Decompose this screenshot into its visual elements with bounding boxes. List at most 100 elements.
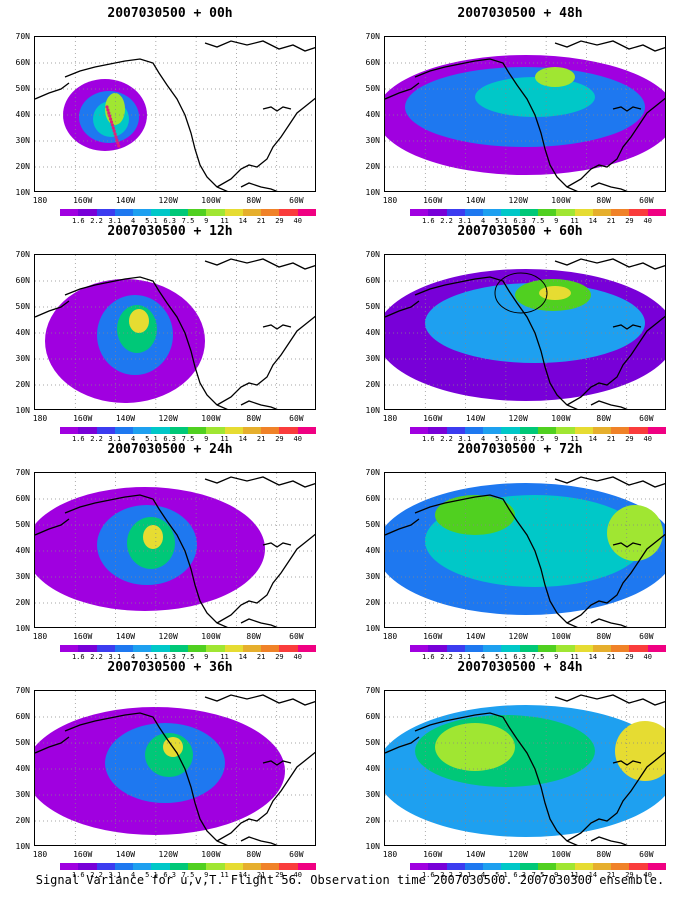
coastline — [566, 315, 665, 406]
lat-label: 50N — [15, 520, 30, 529]
observation-point — [105, 105, 109, 109]
colorbar-swatch — [537, 863, 557, 870]
lon-label: 160W — [73, 196, 93, 205]
colorbar-label: 2.2 — [440, 871, 453, 879]
colorbar-swatch — [169, 427, 188, 434]
colorbar-swatch — [242, 427, 262, 434]
lat-label: 30N — [365, 136, 380, 145]
colorbar-swatch — [464, 863, 484, 870]
lat-label: 30N — [365, 354, 380, 363]
colorbar-swatch — [78, 209, 97, 216]
colorbar-label: 11 — [570, 871, 579, 879]
colorbar-label: 1.6 — [421, 435, 435, 443]
lon-label: 180 — [382, 632, 398, 641]
colorbar-swatch — [556, 209, 575, 216]
colorbar-label: 40 — [293, 871, 302, 879]
lat-label: 60N — [15, 276, 30, 285]
colorbar-label: 2.2 — [90, 653, 103, 661]
lon-label: 160W — [423, 196, 443, 205]
colorbar-swatch — [78, 427, 97, 434]
lon-label: 180 — [382, 850, 398, 859]
lon-label: 100W — [551, 414, 571, 423]
colorbar-label: 9 — [204, 435, 209, 443]
colorbar-label: 7.5 — [181, 435, 195, 443]
colorbar-label: 14 — [238, 653, 248, 661]
colorbar-swatch — [611, 209, 630, 216]
panel-title: 2007030500 + 48h — [457, 6, 583, 21]
colorbar-label: 6.3 — [513, 653, 527, 661]
observation-point — [109, 117, 113, 121]
coastline — [204, 476, 315, 488]
colorbar-label: 5.1 — [495, 435, 508, 443]
observation-point — [110, 123, 114, 127]
colorbar-label: 14 — [588, 217, 598, 225]
colorbar-swatch — [242, 209, 262, 216]
lat-label: 10N — [15, 188, 30, 197]
coastline — [590, 400, 628, 409]
colorbar-label: 5.1 — [145, 435, 158, 443]
observation-point — [112, 129, 116, 133]
coastline — [35, 736, 70, 754]
colorbar-swatch — [60, 209, 79, 216]
lon-label: 160W — [73, 850, 93, 859]
coastline — [612, 542, 642, 548]
colorbar-label: 40 — [643, 435, 652, 443]
lon-label: 100W — [201, 196, 221, 205]
colorbar-label: 11 — [220, 217, 229, 225]
figure-caption: Signal Variance for u,v,T. Flight 56. Ob… — [35, 873, 665, 887]
lat-label: 10N — [365, 188, 380, 197]
map-panel-p36: 2007030500 + 36h 70N 60N 50N 40N 30N 20N 10N 180… — [0, 660, 340, 879]
lat-label: 40N — [365, 328, 380, 337]
coastline — [64, 494, 228, 627]
colorbar-swatch — [279, 863, 298, 870]
colorbar-label: 2.2 — [440, 217, 453, 225]
coastline — [35, 300, 70, 318]
lat-label: 40N — [15, 546, 30, 555]
map-frame — [384, 254, 666, 410]
observation-point — [111, 126, 115, 130]
colorbar-swatch — [60, 863, 79, 870]
colorbar-label: 7.5 — [531, 653, 545, 661]
highlight-circle — [494, 272, 548, 314]
colorbar-swatch — [114, 427, 134, 434]
colorbar-label: 11 — [570, 653, 579, 661]
lon-label: 80W — [596, 414, 611, 423]
colorbar-swatch — [187, 863, 207, 870]
colorbar-swatch — [133, 427, 152, 434]
colorbar-swatch — [169, 863, 188, 870]
colorbar-label: 29 — [275, 653, 284, 661]
colorbar-swatch — [133, 645, 152, 652]
lon-label: 120W — [158, 414, 178, 423]
colorbar-label: 7.5 — [531, 871, 545, 879]
lon-label: 140W — [465, 632, 486, 641]
colorbar-swatch — [206, 427, 225, 434]
colorbar-label: 6.3 — [513, 217, 527, 225]
colorbar-swatch — [151, 863, 170, 870]
lat-label: 50N — [365, 520, 380, 529]
lat-label: 50N — [15, 84, 30, 93]
colorbar-label: 6.3 — [163, 217, 177, 225]
coastline — [35, 518, 70, 536]
colorbar-swatch — [224, 863, 243, 870]
colorbar-swatch — [574, 427, 593, 434]
coastline — [612, 324, 642, 330]
lat-label: 60N — [15, 712, 30, 721]
lon-label: 80W — [246, 196, 261, 205]
colorbar-swatch — [556, 645, 575, 652]
coastline — [204, 694, 315, 706]
colorbar-swatch — [446, 863, 465, 870]
lon-label: 60W — [289, 850, 304, 859]
colorbar-swatch — [279, 209, 298, 216]
lon-label: 160W — [73, 632, 93, 641]
colorbar-label: 2.2 — [90, 217, 103, 225]
lat-label: 40N — [365, 764, 380, 773]
lon-label: 140W — [465, 850, 486, 859]
colorbar-label: 4 — [131, 653, 136, 661]
colorbar-swatch — [96, 427, 115, 434]
coastline — [240, 400, 278, 409]
colorbar-label: 29 — [275, 435, 284, 443]
colorbar — [410, 863, 666, 870]
colorbar-swatch — [114, 863, 134, 870]
colorbar-swatch — [519, 427, 538, 434]
lon-label: 140W — [115, 196, 136, 205]
